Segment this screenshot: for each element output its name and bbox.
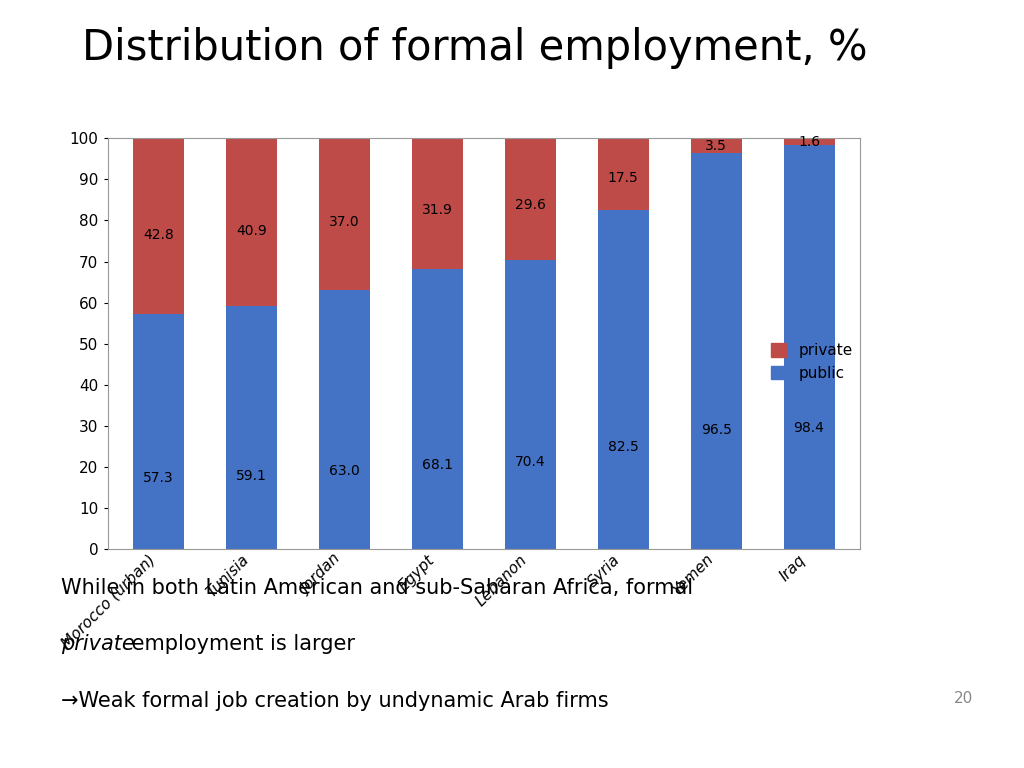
Text: 82.5: 82.5	[608, 440, 639, 455]
Bar	[505, 260, 556, 549]
Text: 63.0: 63.0	[329, 465, 359, 478]
Text: 31.9: 31.9	[422, 204, 453, 217]
Text: 59.1: 59.1	[237, 469, 267, 483]
Bar	[690, 153, 741, 549]
Text: 17.5: 17.5	[608, 170, 639, 185]
Bar	[318, 290, 370, 549]
Text: 37.0: 37.0	[329, 215, 359, 229]
Legend: private, public: private, public	[771, 343, 853, 381]
Bar	[226, 306, 278, 549]
Bar	[783, 138, 835, 145]
Text: 68.1: 68.1	[422, 458, 453, 472]
Bar	[318, 138, 370, 290]
Text: 70.4: 70.4	[515, 455, 546, 469]
Text: 96.5: 96.5	[700, 423, 731, 437]
Bar	[412, 138, 463, 270]
Text: 3.5: 3.5	[706, 139, 727, 153]
Bar	[133, 313, 184, 549]
Bar	[783, 145, 835, 549]
Text: 42.8: 42.8	[143, 227, 174, 242]
Bar	[598, 210, 649, 549]
Text: 1.6: 1.6	[798, 135, 820, 149]
Text: 98.4: 98.4	[794, 421, 824, 435]
Text: private: private	[61, 634, 135, 654]
Bar	[133, 137, 184, 313]
Bar	[412, 270, 463, 549]
Bar	[505, 138, 556, 260]
Text: employment is larger: employment is larger	[125, 634, 355, 654]
Bar	[226, 138, 278, 306]
Text: 57.3: 57.3	[143, 472, 174, 485]
Text: While in both Latin American and sub-Saharan Africa, formal: While in both Latin American and sub-Sah…	[61, 578, 693, 598]
Bar	[690, 138, 741, 153]
Text: 20: 20	[953, 691, 973, 707]
Bar	[598, 138, 649, 210]
Text: Distribution of formal employment, %: Distribution of formal employment, %	[82, 27, 867, 69]
Text: →Weak formal job creation by undynamic Arab firms: →Weak formal job creation by undynamic A…	[61, 691, 609, 711]
Text: 29.6: 29.6	[515, 198, 546, 212]
Text: 40.9: 40.9	[237, 223, 267, 237]
